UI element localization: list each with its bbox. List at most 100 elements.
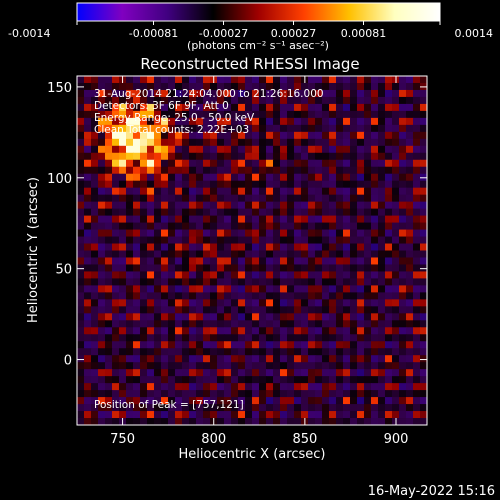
heatmap-cell	[378, 257, 386, 266]
heatmap-cell	[112, 327, 120, 335]
heatmap-cell	[371, 327, 379, 335]
heatmap-cell	[315, 327, 323, 335]
heatmap-cell	[147, 222, 155, 231]
heatmap-cell	[231, 390, 239, 398]
heatmap-cell	[385, 341, 393, 349]
heatmap-cell	[245, 292, 253, 300]
heatmap-cell	[392, 110, 400, 119]
heatmap-cell	[266, 131, 274, 140]
heatmap-cell	[210, 187, 218, 196]
heatmap-cell	[399, 334, 407, 342]
heatmap-cell	[364, 320, 372, 328]
heatmap-cell	[147, 138, 155, 147]
heatmap-cell	[154, 320, 162, 328]
heatmap-cell	[371, 383, 379, 391]
heatmap-cell	[273, 236, 281, 245]
heatmap-cell	[385, 187, 393, 196]
heatmap-cell	[245, 82, 253, 91]
heatmap-cell	[399, 390, 407, 398]
heatmap-cell	[378, 124, 386, 133]
heatmap-cell	[378, 76, 386, 84]
heatmap-cell	[84, 383, 92, 391]
heatmap-cell	[98, 131, 106, 140]
heatmap-cell	[273, 341, 281, 349]
heatmap-cell	[119, 306, 127, 314]
heatmap-cell	[413, 327, 421, 335]
heatmap-cell	[112, 173, 120, 182]
heatmap-cell	[399, 418, 407, 425]
heatmap-cell	[322, 76, 330, 84]
heatmap-image	[77, 76, 427, 425]
heatmap-cell	[189, 82, 197, 91]
heatmap-cell	[252, 341, 260, 349]
heatmap-cell	[238, 355, 246, 363]
heatmap-cell	[245, 124, 253, 133]
heatmap-cell	[203, 250, 211, 259]
heatmap-cell	[189, 271, 197, 280]
heatmap-cell	[168, 138, 176, 147]
heatmap-cell	[294, 236, 302, 245]
heatmap-cell	[357, 166, 365, 175]
heatmap-cell	[399, 138, 407, 147]
heatmap-cell	[385, 152, 393, 161]
heatmap-cell	[315, 376, 323, 384]
heatmap-cell	[343, 285, 351, 293]
heatmap-cell	[378, 187, 386, 196]
heatmap-cell	[231, 334, 239, 342]
heatmap-cell	[420, 355, 427, 363]
heatmap-cell	[245, 103, 253, 112]
heatmap-cell	[399, 341, 407, 349]
heatmap-cell	[315, 138, 323, 147]
heatmap-cell	[287, 201, 295, 210]
heatmap-cell	[259, 369, 267, 377]
heatmap-cell	[385, 292, 393, 300]
heatmap-cell	[294, 145, 302, 154]
heatmap-cell	[84, 257, 92, 266]
heatmap-cell	[189, 299, 197, 307]
heatmap-cell	[301, 110, 309, 119]
heatmap-cell	[420, 110, 427, 119]
heatmap-cell	[168, 222, 176, 231]
heatmap-cell	[413, 299, 421, 307]
heatmap-cell	[378, 404, 386, 412]
heatmap-cell	[315, 201, 323, 210]
heatmap-cell	[77, 348, 85, 356]
heatmap-cell	[133, 89, 141, 98]
heatmap-cell	[245, 250, 253, 259]
heatmap-cell	[217, 376, 225, 384]
heatmap-cell	[182, 173, 190, 182]
heatmap-cell	[203, 82, 211, 91]
heatmap-cell	[105, 222, 113, 231]
heatmap-cell	[371, 180, 379, 189]
heatmap-cell	[273, 103, 281, 112]
heatmap-cell	[385, 278, 393, 286]
heatmap-cell	[413, 243, 421, 252]
heatmap-cell	[154, 96, 162, 105]
heatmap-cell	[161, 257, 169, 266]
heatmap-cell	[245, 257, 253, 266]
heatmap-cell	[112, 390, 120, 398]
heatmap-cell	[357, 208, 365, 217]
heatmap-cell	[336, 404, 344, 412]
heatmap-cell	[343, 138, 351, 147]
heatmap-cell	[168, 306, 176, 314]
heatmap-cell	[329, 397, 337, 405]
heatmap-cell	[203, 418, 211, 425]
heatmap-cell	[98, 292, 106, 300]
heatmap-cell	[308, 89, 316, 98]
heatmap-cell	[217, 341, 225, 349]
heatmap-cell	[259, 222, 267, 231]
heatmap-cell	[343, 117, 351, 126]
heatmap-cell	[322, 348, 330, 356]
heatmap-cell	[329, 348, 337, 356]
heatmap-cell	[252, 173, 260, 182]
heatmap-cell	[371, 89, 379, 98]
heatmap-cell	[231, 285, 239, 293]
heatmap-cell	[147, 355, 155, 363]
heatmap-cell	[280, 215, 288, 224]
heatmap-cell	[238, 341, 246, 349]
heatmap-cell	[315, 355, 323, 363]
heatmap-cell	[294, 327, 302, 335]
heatmap-cell	[196, 201, 204, 210]
heatmap-cell	[210, 194, 218, 203]
